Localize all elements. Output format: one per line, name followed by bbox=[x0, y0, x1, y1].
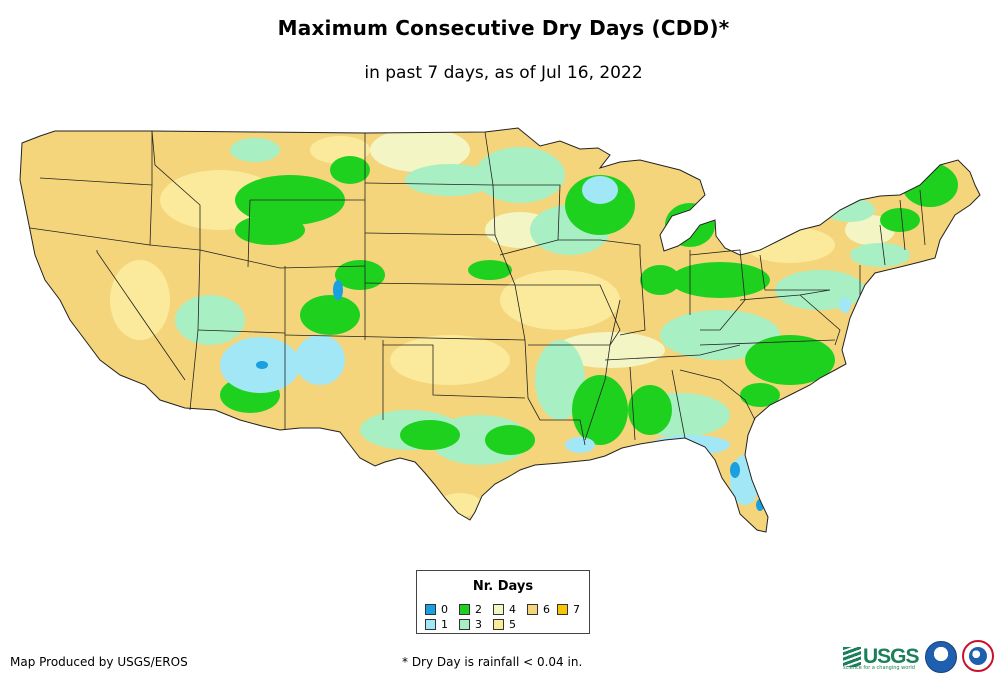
dry-day-footnote: * Dry Day is rainfall < 0.04 in. bbox=[402, 655, 582, 669]
legend-swatch-0 bbox=[425, 604, 436, 615]
legend-item-0: 0 bbox=[425, 603, 448, 616]
legend-swatch-4 bbox=[493, 604, 504, 615]
legend-title: Nr. Days bbox=[417, 579, 589, 594]
legend-swatch-1 bbox=[425, 619, 436, 630]
legend-label-3: 3 bbox=[475, 618, 482, 631]
map-legend: Nr. Days 0 1 2 3 4 5 6 7 bbox=[416, 570, 590, 634]
legend-label-7: 7 bbox=[573, 603, 580, 616]
legend-item-4: 4 bbox=[493, 603, 516, 616]
legend-item-2: 2 bbox=[459, 603, 482, 616]
legend-item-5: 5 bbox=[493, 618, 516, 631]
legend-item-3: 3 bbox=[459, 618, 482, 631]
map-credit: Map Produced by USGS/EROS bbox=[10, 655, 188, 669]
legend-item-1: 1 bbox=[425, 618, 448, 631]
legend-label-4: 4 bbox=[509, 603, 516, 616]
usgs-wave-icon bbox=[843, 647, 861, 667]
nws-logo bbox=[962, 640, 994, 672]
usgs-logo: USGS science for a changing world bbox=[843, 643, 919, 671]
legend-label-6: 6 bbox=[543, 603, 550, 616]
noaa-logo bbox=[925, 641, 957, 673]
legend-label-1: 1 bbox=[441, 618, 448, 631]
legend-swatch-2 bbox=[459, 604, 470, 615]
legend-label-5: 5 bbox=[509, 618, 516, 631]
legend-swatch-5 bbox=[493, 619, 504, 630]
legend-label-0: 0 bbox=[441, 603, 448, 616]
legend-item-6: 6 bbox=[527, 603, 550, 616]
usgs-tagline: science for a changing world bbox=[843, 665, 915, 671]
legend-item-7: 7 bbox=[557, 603, 580, 616]
nws-emblem-icon bbox=[969, 647, 987, 665]
usgs-wordmark: USGS bbox=[863, 647, 919, 667]
legend-label-2: 2 bbox=[475, 603, 482, 616]
legend-swatch-3 bbox=[459, 619, 470, 630]
legend-swatch-7 bbox=[557, 604, 568, 615]
legend-swatch-6 bbox=[527, 604, 538, 615]
